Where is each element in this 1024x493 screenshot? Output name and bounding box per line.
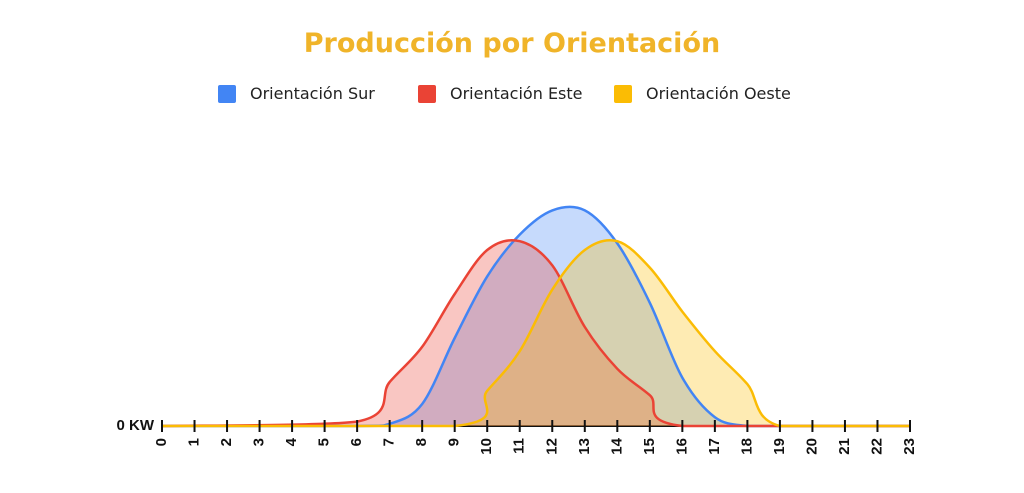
x-tick-label-9: 9 — [446, 438, 463, 446]
x-tick-label-4: 4 — [283, 437, 300, 446]
x-tick-label-6: 6 — [348, 438, 365, 446]
x-tick-label-10: 10 — [478, 438, 495, 455]
x-tick-label-17: 17 — [706, 438, 723, 455]
legend-label-este: Orientación Este — [450, 84, 583, 103]
x-tick-label-7: 7 — [381, 438, 398, 446]
legend: Orientación Sur Orientación Este Orienta… — [0, 84, 1024, 108]
x-tick-label-14: 14 — [608, 437, 625, 454]
series-line-orientacion-este[interactable] — [161, 238, 910, 428]
x-tick-label-11: 11 — [511, 438, 528, 454]
legend-item-este[interactable]: Orientación Este — [418, 84, 583, 103]
area-fill-orientacion-sur — [162, 206, 910, 426]
x-tick-label-5: 5 — [316, 438, 333, 446]
legend-swatch-oeste — [614, 84, 632, 103]
x-tick-label-1: 1 — [185, 438, 202, 446]
x-tick-label-0: 0 — [153, 438, 170, 446]
legend-item-sur[interactable]: Orientación Sur — [218, 84, 375, 103]
x-tick-label-20: 20 — [803, 438, 820, 455]
legend-swatch-sur — [218, 84, 236, 103]
legend-label-sur: Orientación Sur — [250, 84, 375, 103]
legend-swatch-este — [418, 84, 436, 103]
x-tick-label-2: 2 — [218, 438, 235, 446]
y-tick-label-zero: 0 KW — [117, 417, 155, 434]
x-tick-label-19: 19 — [771, 438, 788, 455]
legend-item-oeste[interactable]: Orientación Oeste — [614, 84, 791, 103]
x-tick-label-18: 18 — [738, 438, 755, 455]
area-fill-orientacion-este — [162, 240, 910, 426]
series-line-orientacion-oeste[interactable] — [162, 238, 910, 428]
chart-title: Producción por Orientación — [303, 28, 721, 59]
x-tick-label-16: 16 — [673, 438, 690, 455]
x-tick-label-13: 13 — [576, 438, 593, 455]
x-tick-label-12: 12 — [543, 438, 560, 455]
area-fill-orientacion-oeste — [162, 240, 910, 426]
legend-label-oeste: Orientación Oeste — [646, 84, 791, 103]
x-tick-label-15: 15 — [641, 438, 658, 455]
x-tick-label-22: 22 — [868, 438, 885, 455]
x-tick-label-8: 8 — [413, 438, 430, 446]
x-tick-label-23: 23 — [901, 438, 918, 455]
x-tick-label-3: 3 — [251, 438, 268, 446]
x-tick-label-21: 21 — [836, 438, 853, 455]
